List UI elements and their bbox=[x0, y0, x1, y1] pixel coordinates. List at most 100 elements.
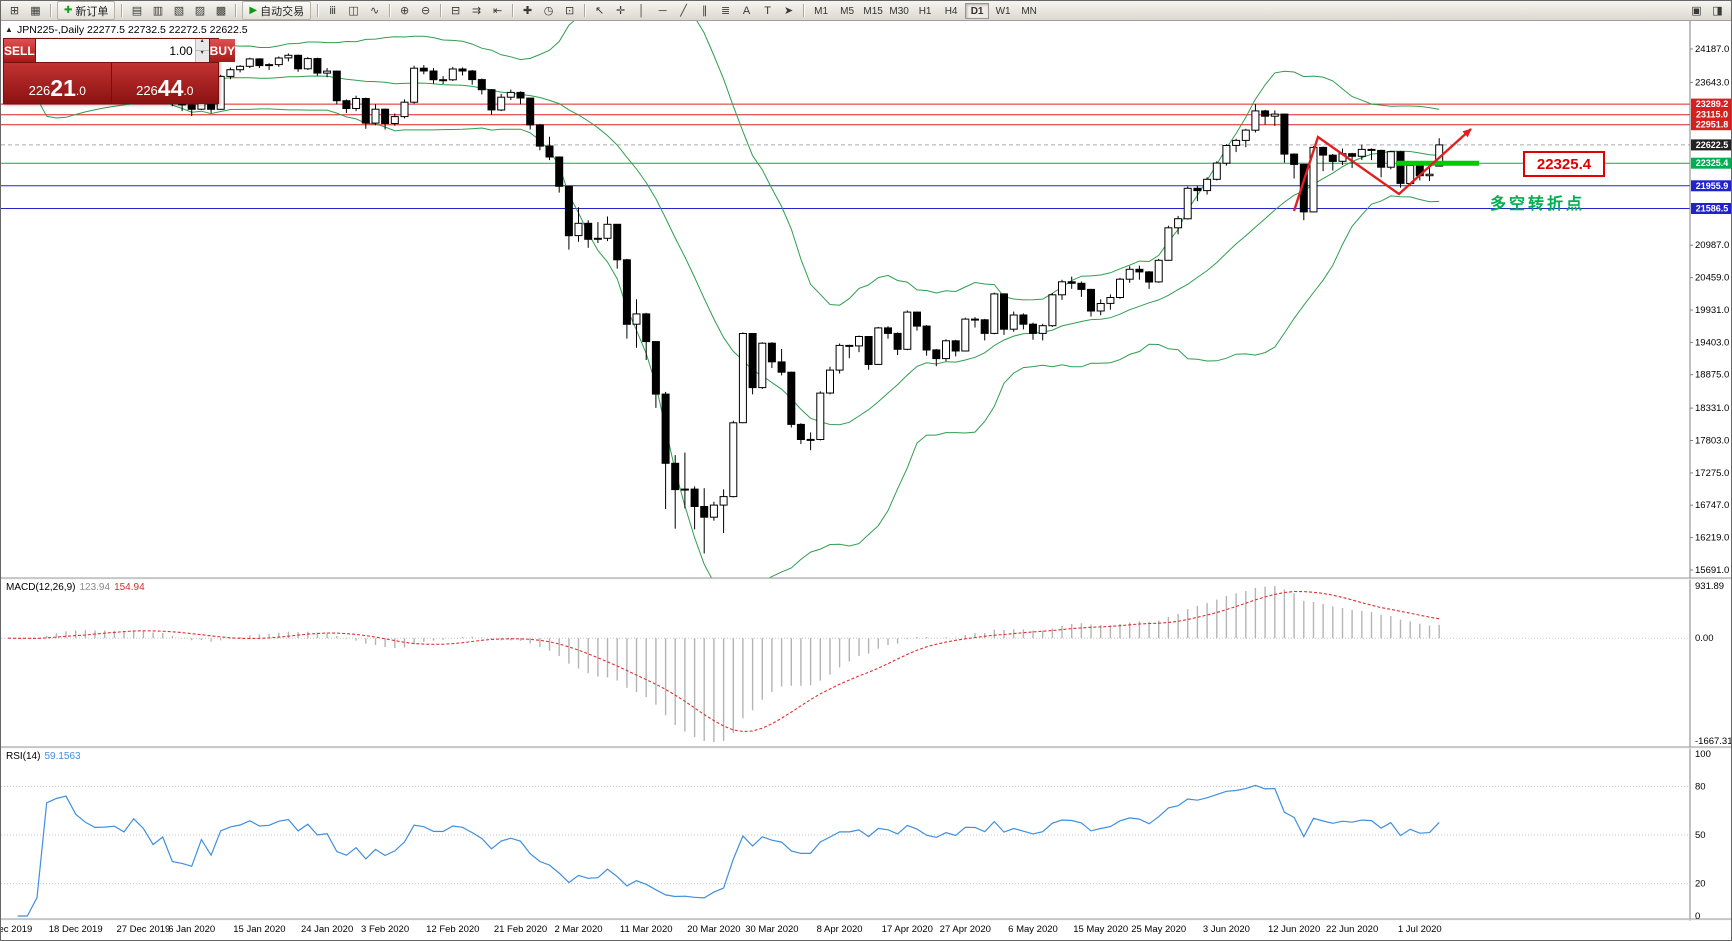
toolbar-separator bbox=[440, 4, 442, 17]
timeframe-m15-button[interactable]: M15 bbox=[863, 5, 883, 17]
candle bbox=[1154, 259, 1163, 283]
candle bbox=[826, 369, 834, 394]
arrows-icon[interactable]: ➤ bbox=[783, 4, 794, 17]
candle bbox=[1328, 154, 1337, 162]
one-click-collapse-arrow-icon[interactable]: ▲ bbox=[5, 25, 13, 34]
zoom-in-icon[interactable]: ⊕ bbox=[399, 4, 410, 17]
timeframe-d1-button[interactable]: D1 bbox=[965, 2, 990, 19]
macd-axis-max: 931.89 bbox=[1695, 581, 1724, 592]
terminal-icon[interactable]: ▨ bbox=[194, 4, 206, 17]
timeframe-w1-button[interactable]: W1 bbox=[995, 5, 1011, 17]
crosshair-icon[interactable]: ✛ bbox=[615, 4, 626, 17]
timeframe-mn-button[interactable]: MN bbox=[1021, 5, 1037, 17]
candle bbox=[835, 344, 844, 371]
date-axis-label: 3 Jun 2020 bbox=[1203, 924, 1250, 935]
sell-price-display[interactable]: 226 21.0 bbox=[4, 63, 111, 103]
window-split-icon[interactable]: ◨ bbox=[1712, 4, 1723, 17]
price-tag bbox=[1691, 157, 1731, 169]
candle bbox=[313, 58, 322, 74]
turning-point-label: 多空转折点 bbox=[1490, 196, 1586, 213]
date-axis-label: 3 Feb 2020 bbox=[361, 924, 409, 935]
buy-price-display[interactable]: 226 44.0 bbox=[112, 63, 219, 103]
candle bbox=[767, 342, 776, 363]
lot-increase-button[interactable]: ▴ bbox=[195, 38, 209, 51]
price-tag bbox=[1691, 119, 1731, 131]
candles bbox=[4, 53, 1444, 554]
candle bbox=[516, 91, 525, 99]
price-tick-label: 15691.0 bbox=[1695, 565, 1729, 576]
candle bbox=[951, 340, 960, 352]
macd-histogram bbox=[17, 586, 1440, 742]
date-axis-label: 21 Feb 2020 bbox=[494, 924, 547, 935]
lot-size-box: ▴ ▾ bbox=[34, 38, 210, 62]
cursor-icon[interactable]: ↖ bbox=[594, 4, 605, 17]
date-axis-label: 11 Mar 2020 bbox=[620, 924, 673, 935]
line-chart-icon[interactable]: ∿ bbox=[369, 4, 380, 17]
date-axis-label: 27 Apr 2020 bbox=[940, 924, 991, 935]
candle bbox=[284, 54, 293, 59]
date-axis-label: 15 Jan 2020 bbox=[233, 924, 285, 935]
timeframe-m30-button[interactable]: M30 bbox=[889, 5, 909, 17]
price-tick-label: 19403.0 bbox=[1695, 337, 1729, 348]
text-label-icon[interactable]: T bbox=[764, 4, 771, 17]
buy-price-prefix: 226 bbox=[136, 83, 158, 98]
fibonacci-icon[interactable]: ≣ bbox=[720, 4, 731, 17]
candle bbox=[410, 67, 419, 103]
autotrading-button[interactable]: ▶ 自动交易 bbox=[242, 1, 312, 20]
lot-decrease-button[interactable]: ▾ bbox=[195, 50, 209, 62]
rsi-axis-label: 80 bbox=[1695, 781, 1706, 792]
buy-button[interactable]: BUY bbox=[209, 39, 236, 62]
candle bbox=[661, 393, 670, 464]
price-tick-label: 16747.0 bbox=[1695, 500, 1729, 511]
candle bbox=[1222, 145, 1231, 164]
candle bbox=[342, 100, 351, 109]
trendline-icon[interactable]: ╱ bbox=[680, 4, 687, 17]
sell-button[interactable]: SELL bbox=[4, 39, 35, 62]
new-order-button[interactable]: ✚ 新订单 bbox=[57, 1, 116, 20]
candle bbox=[1348, 153, 1357, 157]
timeframe-m5-button[interactable]: M5 bbox=[840, 5, 855, 17]
candlestick-chart-icon[interactable]: ◫ bbox=[348, 4, 359, 17]
tile-windows-icon[interactable]: ⊟ bbox=[450, 4, 461, 17]
data-window-icon[interactable]: ▥ bbox=[152, 4, 164, 17]
candle bbox=[632, 313, 641, 325]
price-tag-label: 21955.9 bbox=[1696, 181, 1729, 191]
candle bbox=[487, 89, 496, 111]
docking-icon[interactable]: ▣ bbox=[1691, 4, 1702, 17]
new-chart-icon[interactable]: ⊞ bbox=[9, 4, 20, 17]
text-icon[interactable]: A bbox=[742, 4, 751, 17]
price-tick-label: 20459.0 bbox=[1695, 273, 1729, 284]
navigator-icon[interactable]: ▧ bbox=[173, 4, 185, 17]
candle bbox=[497, 96, 506, 111]
strategy-tester-icon[interactable]: ▩ bbox=[215, 4, 227, 17]
buy-price-big-digits: 44 bbox=[157, 75, 184, 101]
timeframe-h1-button[interactable]: H1 bbox=[918, 5, 932, 17]
templates-icon[interactable]: ⊡ bbox=[564, 4, 575, 17]
candle bbox=[1125, 268, 1134, 280]
periods-icon[interactable]: ◷ bbox=[543, 4, 554, 17]
lot-size-input[interactable] bbox=[35, 39, 195, 62]
candle bbox=[1029, 323, 1037, 334]
zoom-out-icon[interactable]: ⊖ bbox=[420, 4, 431, 17]
market-watch-icon[interactable]: ▤ bbox=[131, 4, 143, 17]
channel-icon[interactable]: ∥ bbox=[701, 4, 708, 17]
auto-scroll-icon[interactable]: ⇉ bbox=[471, 4, 482, 17]
toolbar-separator bbox=[317, 4, 319, 17]
candle bbox=[690, 488, 699, 508]
indicators-icon[interactable]: ✚ bbox=[522, 4, 533, 17]
date-axis-label: 25 May 2020 bbox=[1131, 924, 1186, 935]
candle bbox=[1280, 113, 1289, 155]
vertical-line-icon[interactable]: │ bbox=[638, 4, 646, 17]
bar-chart-icon[interactable]: ⅲ bbox=[329, 4, 337, 17]
candle bbox=[864, 336, 873, 365]
horizontal-line-icon[interactable]: ─ bbox=[658, 4, 667, 17]
candle bbox=[1048, 294, 1057, 327]
chart-profiles-icon[interactable]: ▦ bbox=[30, 4, 41, 17]
chart-shift-icon[interactable]: ⇤ bbox=[492, 4, 503, 17]
trend-arrow[interactable] bbox=[1292, 128, 1472, 212]
candle bbox=[545, 145, 554, 158]
timeframe-m1-button[interactable]: M1 bbox=[814, 5, 829, 17]
sell-price-big-digits: 21 bbox=[50, 75, 76, 101]
timeframe-h4-button[interactable]: H4 bbox=[944, 5, 958, 17]
